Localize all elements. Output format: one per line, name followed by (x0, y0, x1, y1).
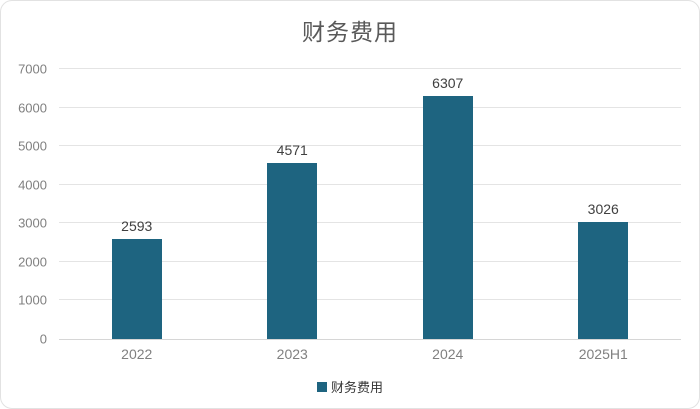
bar (111, 238, 162, 339)
bar-value-label: 6307 (432, 74, 464, 91)
gridline (59, 299, 681, 301)
y-tick-label: 2000 (18, 254, 47, 270)
x-tick-label: 2023 (276, 346, 308, 362)
bar-value-label: 3026 (587, 201, 619, 218)
bar-value-label: 2593 (121, 217, 153, 234)
bar-group: 6307 (370, 69, 526, 339)
x-tick-label: 2024 (432, 346, 464, 362)
bar-series: 2593 4571 6307 3026 (59, 69, 681, 339)
gridline (59, 260, 681, 262)
gridline (59, 145, 681, 147)
bar-group: 4571 (215, 69, 371, 339)
legend-label: 财务费用 (330, 380, 383, 395)
x-tick-label: 2025H1 (578, 346, 628, 362)
legend: 财务费用 (1, 377, 699, 396)
y-tick-label: 0 (39, 331, 47, 347)
gridline (59, 222, 681, 224)
gridline (59, 183, 681, 185)
bar (422, 95, 473, 339)
y-tick-label: 5000 (18, 138, 47, 154)
gridline (59, 106, 681, 108)
bar-group: 2593 (59, 69, 215, 339)
gridline (59, 68, 681, 69)
y-tick-label: 3000 (18, 215, 47, 231)
x-axis-labels: 2022 2023 2024 2025H1 (59, 346, 681, 362)
bar-group: 3026 (526, 69, 682, 339)
y-tick-label: 4000 (18, 177, 47, 193)
bar (578, 222, 629, 339)
y-tick-label: 7000 (18, 61, 47, 77)
y-tick-label: 6000 (18, 100, 47, 116)
y-tick-label: 1000 (18, 292, 47, 308)
x-tick-label: 2022 (121, 346, 153, 362)
chart-title: 财务费用 (302, 19, 398, 45)
bar (267, 162, 318, 339)
plot-area: 0 1000 2000 3000 4000 5000 6000 7000 2593 4571 63… (18, 62, 681, 362)
legend-marker-icon (316, 381, 327, 392)
bar-value-label: 4571 (276, 141, 308, 158)
